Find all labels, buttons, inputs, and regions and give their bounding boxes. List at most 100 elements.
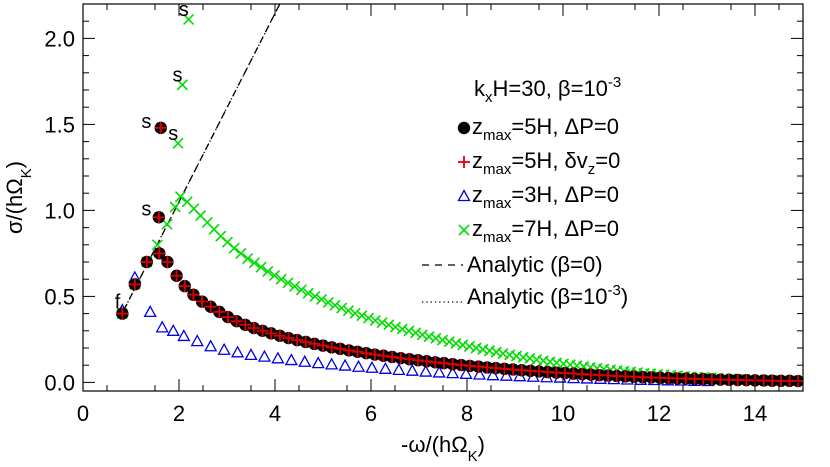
marker-zmax5h-dvz <box>170 269 183 282</box>
legend-entry: zmax=5H, ΔP=0 <box>457 114 619 144</box>
marker-zmax3h <box>244 348 258 361</box>
marker-zmax5h-dvz <box>116 307 129 320</box>
marker-zmax3h <box>499 368 513 381</box>
marker-zmax5h-dvz <box>161 256 174 268</box>
marker-zmax5h-dvz <box>230 315 243 328</box>
marker-zmax7h <box>183 13 195 26</box>
legend-entry: zmax=7H, ΔP=0 <box>458 216 619 246</box>
marker-zmax5h-dvz <box>342 344 355 357</box>
marker-zmax5h-dvz <box>792 375 803 388</box>
marker-zmax7h <box>477 343 489 355</box>
marker-zmax3h <box>166 323 180 336</box>
marker-zmax7h <box>172 137 184 149</box>
marker-zmax5h-dvz <box>265 327 278 340</box>
marker-zmax5h-dvz <box>403 353 416 366</box>
marker-zmax5h-dvz <box>377 349 390 362</box>
marker-zmax5h-dvz <box>351 345 364 358</box>
x-tick-label: 10 <box>551 401 575 426</box>
marker-zmax7h <box>342 305 355 317</box>
marker-zmax7h <box>376 317 388 329</box>
marker-zmax7h <box>463 340 475 353</box>
marker-zmax3h <box>271 351 285 364</box>
y-tick-label: 1.5 <box>44 112 75 137</box>
y-tick-label: 1.0 <box>44 198 75 223</box>
marker-zmax3h <box>298 354 312 367</box>
marker-zmax7h <box>169 201 181 213</box>
marker-zmax5h-dvz <box>196 295 209 308</box>
marker-zmax7h <box>483 345 496 357</box>
marker-zmax7h <box>315 293 328 306</box>
marker-zmax5h-dvz <box>317 339 329 352</box>
marker-zmax7h <box>369 314 381 327</box>
marker-zmax5h-dvz <box>412 354 425 367</box>
marker-zmax7h <box>322 296 334 308</box>
legend-title: kxH=30, β=10-3 <box>474 74 621 106</box>
marker-zmax3h <box>419 364 433 377</box>
marker-zmax5h-dvz <box>308 337 321 350</box>
marker-zmax3h <box>204 339 218 352</box>
marker-zmax3h <box>338 358 352 371</box>
marker-zmax5h-dvz <box>420 355 433 368</box>
marker-zmax5h-dvz <box>213 305 226 318</box>
legend-entry: Analytic (β=0) <box>422 252 603 277</box>
analytic-beta0-line <box>123 4 281 311</box>
marker-zmax3h <box>325 357 339 370</box>
legend-label: Analytic (β=0) <box>467 252 603 277</box>
marker-zmax5h-dvz <box>273 329 286 342</box>
marker-zmax7h <box>228 242 240 254</box>
marker-zmax3h <box>143 305 157 318</box>
marker-zmax7h <box>416 329 428 341</box>
x-tick-label: 0 <box>77 401 89 426</box>
marker-zmax7h <box>436 334 449 346</box>
marker-zmax7h <box>275 273 287 285</box>
marker-zmax7h <box>174 191 187 203</box>
marker-zmax5h-dvz <box>204 300 217 313</box>
marker-zmax7h <box>248 257 260 269</box>
marker-zmax5h-dvz <box>247 322 260 335</box>
marker-zmax5h-dvz <box>437 357 450 370</box>
marker-zmax3h <box>155 320 169 333</box>
legend-marker <box>457 121 471 135</box>
marker-zmax5h-dvz <box>178 280 191 293</box>
marker-zmax5h-dvz <box>256 324 269 337</box>
plot-area <box>115 4 803 388</box>
marker-zmax7h <box>242 252 254 265</box>
marker-zmax7h <box>396 323 408 335</box>
y-tick-label: 2.0 <box>44 26 75 51</box>
legend-entry: Analytic (β=10-3) <box>422 282 628 309</box>
x-tick-label: 14 <box>743 401 767 426</box>
marker-zmax5h-dvz <box>152 211 165 224</box>
marker-zmax7h <box>329 299 341 311</box>
y-tick-label: 0.0 <box>44 370 75 395</box>
marker-zmax7h <box>470 342 482 354</box>
marker-zmax3h <box>351 359 366 372</box>
marker-zmax3h <box>190 334 204 347</box>
marker-zmax7h <box>302 287 314 299</box>
annotation-label: s <box>141 199 151 221</box>
marker-zmax7h <box>356 310 368 322</box>
marker-zmax7h <box>457 339 469 351</box>
legend-entry: zmax=3H, ΔP=0 <box>457 182 619 212</box>
marker-zmax7h <box>389 321 402 333</box>
marker-zmax5h-dvz <box>187 288 200 301</box>
marker-zmax7h <box>443 336 455 348</box>
marker-zmax5h-dvz <box>140 256 153 268</box>
annotation-label: s <box>173 64 183 86</box>
marker-zmax7h <box>510 350 523 362</box>
marker-zmax7h <box>176 79 188 91</box>
marker-zmax5h-dvz <box>153 247 166 260</box>
marker-zmax7h <box>262 265 274 278</box>
x-tick-label: 2 <box>173 401 185 426</box>
legend-marker <box>458 156 470 168</box>
marker-zmax7h <box>295 284 307 296</box>
marker-zmax3h <box>311 356 325 369</box>
marker-zmax7h <box>282 277 294 289</box>
marker-zmax3h <box>284 353 298 366</box>
marker-zmax3h <box>392 362 406 375</box>
legend-entry: zmax=5H, δvz=0 <box>458 148 620 178</box>
marker-zmax7h <box>423 331 435 343</box>
marker-zmax5h-dvz <box>334 342 347 355</box>
marker-zmax7h <box>403 325 415 337</box>
marker-zmax7h <box>309 290 321 302</box>
marker-zmax3h <box>365 360 379 373</box>
